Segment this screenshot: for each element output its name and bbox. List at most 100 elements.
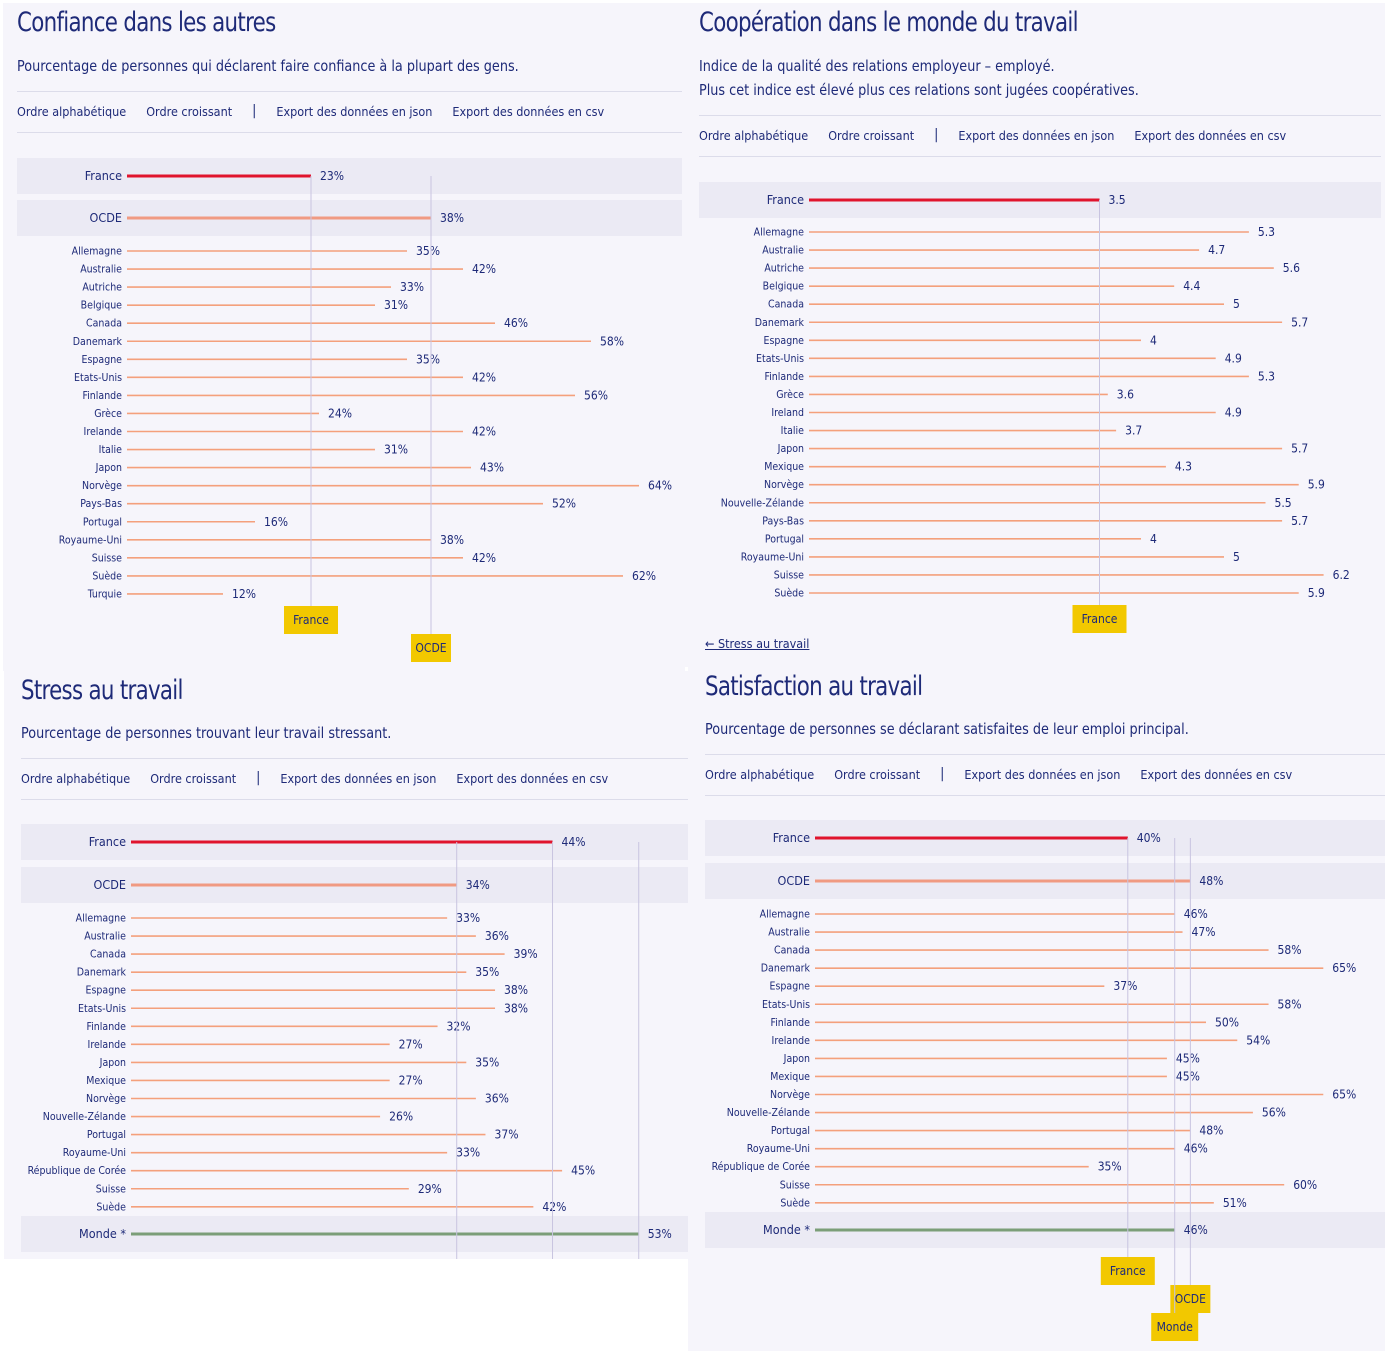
bar-label: Etats-Unis bbox=[756, 353, 804, 365]
value-label: 5.7 bbox=[1291, 315, 1308, 329]
bar-label: Danemark bbox=[73, 336, 123, 348]
bar-label: Espagne bbox=[764, 335, 805, 347]
value-label: 33% bbox=[400, 280, 424, 294]
bar-label: République de Corée bbox=[712, 1161, 811, 1173]
value-label: 29% bbox=[418, 1182, 442, 1196]
value-label: 48% bbox=[1199, 1124, 1223, 1138]
bar-label: Nouvelle-Zélande bbox=[721, 497, 804, 509]
export-csv-button[interactable]: Export des données en csv bbox=[452, 103, 605, 119]
chart-title: Confiance dans les autres bbox=[17, 7, 276, 38]
reference-tag bbox=[284, 606, 338, 634]
reference-tag bbox=[411, 634, 451, 662]
value-label: 5.9 bbox=[1308, 478, 1325, 492]
bar-label: Allemagne bbox=[76, 913, 127, 925]
bar-label: Suède bbox=[92, 570, 122, 582]
value-label: 46% bbox=[504, 316, 528, 330]
bar-label: Royaume-Uni bbox=[747, 1143, 810, 1155]
bar-chart: France 23% OCDE 38% Allemagne 35% Australie 42%… bbox=[17, 158, 682, 662]
value-label: 27% bbox=[399, 1073, 423, 1087]
export-csv-button[interactable]: Export des données en csv bbox=[456, 770, 609, 786]
bar-label: Royaume-Uni bbox=[59, 534, 122, 546]
bar-label: Grèce bbox=[776, 389, 804, 401]
export-json-button[interactable]: Export des données en json bbox=[276, 103, 433, 119]
chart-toolbar: Ordre alphabétique Ordre croissant | Exp… bbox=[699, 127, 1306, 143]
divider bbox=[21, 799, 688, 800]
reference-tag bbox=[1151, 1313, 1199, 1341]
export-json-button[interactable]: Export des données en json bbox=[964, 766, 1121, 782]
value-label: 37% bbox=[494, 1128, 518, 1142]
export-csv-button[interactable]: Export des données en csv bbox=[1140, 766, 1293, 782]
value-label-ocde: 38% bbox=[440, 211, 464, 225]
bar-label: Nouvelle-Zélande bbox=[43, 1111, 126, 1123]
bar-label: Autriche bbox=[764, 263, 804, 275]
bar-label: Portugal bbox=[765, 533, 804, 545]
bar-label: Suède bbox=[96, 1201, 126, 1213]
bar-label: Danemark bbox=[755, 317, 805, 329]
value-label: 4.3 bbox=[1175, 460, 1192, 474]
reference-tag-label: Monde bbox=[1157, 1320, 1194, 1334]
export-json-button[interactable]: Export des données en json bbox=[958, 127, 1115, 143]
export-json-button[interactable]: Export des données en json bbox=[280, 770, 437, 786]
sort-ascending-button[interactable]: Ordre croissant bbox=[150, 770, 237, 786]
value-label: 4 bbox=[1150, 532, 1157, 546]
bar-label: République de Corée bbox=[28, 1165, 127, 1177]
value-label: 5.3 bbox=[1258, 225, 1275, 239]
divider bbox=[705, 754, 1385, 755]
toolbar-separator: | bbox=[252, 103, 257, 119]
chart-subtitle: Pourcentage de personnes trouvant leur t… bbox=[21, 724, 392, 742]
value-label: 36% bbox=[485, 1092, 509, 1106]
sort-alphabetical-button[interactable]: Ordre alphabétique bbox=[699, 127, 809, 143]
value-label: 46% bbox=[1184, 1142, 1208, 1156]
chart-subtitle: Pourcentage de personnes se déclarant sa… bbox=[705, 720, 1189, 738]
stress-link[interactable]: ← Stress au travail bbox=[705, 636, 810, 651]
value-label: 3.6 bbox=[1117, 387, 1134, 401]
bar-label: Japon bbox=[99, 1057, 126, 1069]
divider bbox=[21, 758, 688, 759]
value-label: 3.7 bbox=[1125, 424, 1142, 438]
bar-label-ocde: OCDE bbox=[90, 210, 122, 225]
value-label: 42% bbox=[472, 551, 496, 565]
value-label: 5.7 bbox=[1291, 442, 1308, 456]
sort-ascending-button[interactable]: Ordre croissant bbox=[828, 127, 915, 143]
bar-label: Italie bbox=[781, 425, 805, 437]
export-csv-button[interactable]: Export des données en csv bbox=[1134, 127, 1287, 143]
chart-subtitle-2: Plus cet indice est élevé plus ces relat… bbox=[699, 81, 1139, 99]
bar-label: Ireland bbox=[771, 407, 804, 419]
reference-tag bbox=[1072, 605, 1127, 633]
bar-label: Canada bbox=[90, 949, 126, 961]
bar-label: Espagne bbox=[86, 985, 127, 997]
value-label-france: 40% bbox=[1137, 831, 1161, 845]
value-label: 38% bbox=[504, 1001, 528, 1015]
value-label: 58% bbox=[1278, 997, 1302, 1011]
chart-title: Satisfaction au travail bbox=[705, 671, 923, 702]
value-label: 4.9 bbox=[1225, 351, 1242, 365]
value-label: 26% bbox=[389, 1110, 413, 1124]
sort-alphabetical-button[interactable]: Ordre alphabétique bbox=[17, 103, 127, 119]
sort-alphabetical-button[interactable]: Ordre alphabétique bbox=[705, 766, 815, 782]
value-label: 65% bbox=[1332, 961, 1356, 975]
bar-label: Canada bbox=[86, 318, 122, 330]
sort-ascending-button[interactable]: Ordre croissant bbox=[834, 766, 921, 782]
sort-alphabetical-button[interactable]: Ordre alphabétique bbox=[21, 770, 131, 786]
bar-label: Finlande bbox=[87, 1021, 127, 1033]
value-label: 35% bbox=[475, 965, 499, 979]
bar-label: Espagne bbox=[82, 354, 123, 366]
bar-label: Belgique bbox=[763, 281, 805, 293]
panel-cooperation: Coopération dans le monde du travail Ind… bbox=[685, 3, 1385, 667]
value-label: 5.9 bbox=[1308, 586, 1325, 600]
value-label: 65% bbox=[1332, 1088, 1356, 1102]
sort-ascending-button[interactable]: Ordre croissant bbox=[146, 103, 233, 119]
bar-label: Suède bbox=[780, 1197, 810, 1209]
bar-chart: France 44% OCDE 34% Monde * 53% Allemagne 33% Au… bbox=[21, 824, 688, 1259]
chart-toolbar: Ordre alphabétique Ordre croissant | Exp… bbox=[17, 103, 624, 119]
reference-tag bbox=[1100, 1257, 1155, 1285]
bar-label: Portugal bbox=[83, 516, 122, 528]
bar-label: Royaume-Uni bbox=[63, 1147, 126, 1159]
chart-subtitle: Pourcentage de personnes qui déclarent f… bbox=[17, 57, 519, 75]
value-label: 45% bbox=[1176, 1051, 1200, 1065]
bar-label: Pays-Bas bbox=[762, 515, 804, 527]
value-label: 45% bbox=[1176, 1069, 1200, 1083]
value-label: 43% bbox=[480, 461, 504, 475]
value-label: 42% bbox=[472, 262, 496, 276]
value-label: 35% bbox=[416, 352, 440, 366]
